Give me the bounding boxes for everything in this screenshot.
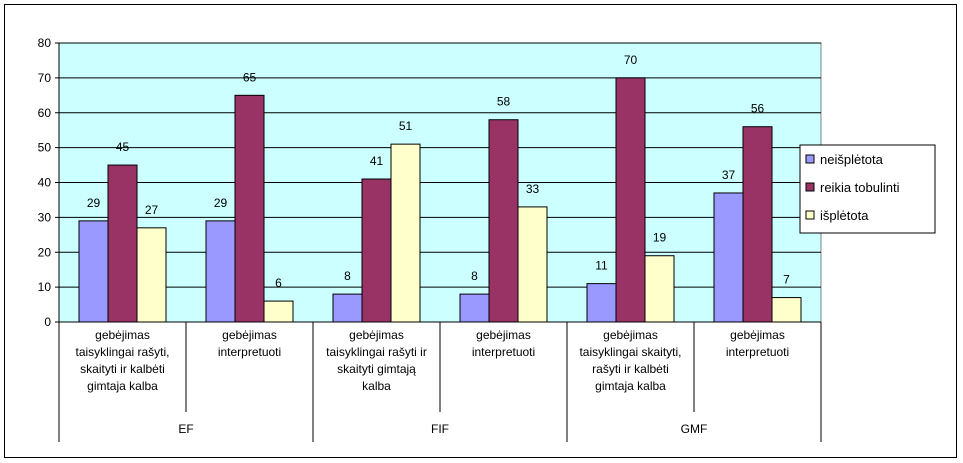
category-label-2-line-0: gebėjimas: [349, 328, 404, 342]
bar-s0-c1: [205, 220, 236, 323]
category-label-0-line-1: taisyklingai rašyti,: [75, 345, 169, 359]
y-tick-label-30: 30: [38, 210, 52, 224]
legend: [799, 144, 936, 234]
data-label-s0-c5: 37: [722, 168, 736, 182]
y-tick-label-70: 70: [38, 71, 52, 85]
data-label-s2-c4: 19: [653, 231, 667, 245]
bar-s0-c3: [459, 293, 490, 323]
bar-s1-c3: [488, 119, 519, 323]
y-tick-label-10: 10: [38, 280, 52, 294]
group-label-2: GMF: [681, 422, 708, 436]
category-label-1-line-1: interpretuoti: [218, 345, 281, 359]
legend-label-1: reikia tobulinti: [820, 180, 900, 195]
bar-s2-c0: [136, 227, 167, 323]
bar-s2-c2: [390, 143, 421, 323]
category-label-4-line-1: taisyklingai skaityti,: [579, 345, 681, 359]
data-label-s0-c0: 29: [87, 196, 101, 210]
category-label-4-line-3: gimtaja kalba: [595, 379, 666, 393]
category-label-5-line-1: interpretuoti: [726, 345, 789, 359]
data-label-s2-c5: 7: [783, 273, 790, 287]
data-label-s2-c0: 27: [145, 203, 159, 217]
y-tick-label-40: 40: [38, 176, 52, 190]
bar-s0-c2: [332, 293, 363, 323]
bar-s1-c4: [615, 77, 646, 323]
data-label-s0-c3: 8: [471, 269, 478, 283]
data-label-s0-c4: 11: [595, 259, 608, 273]
category-label-5-line-0: gebėjimas: [730, 328, 785, 342]
category-label-0-line-3: gimtaja kalba: [87, 379, 158, 393]
y-tick-label-20: 20: [38, 245, 52, 259]
group-label-0: EF: [178, 422, 193, 436]
bar-s1-c5: [742, 126, 773, 323]
legend-swatch-1: [805, 182, 815, 192]
data-label-s1-c5: 56: [751, 102, 765, 116]
bar-s0-c4: [586, 283, 617, 323]
category-label-2-line-2: skaityti gimtają: [337, 362, 416, 376]
data-label-s2-c2: 51: [399, 119, 413, 133]
group-label-1: FIF: [431, 422, 449, 436]
data-label-s2-c1: 6: [275, 276, 282, 290]
data-label-s0-c2: 8: [344, 269, 351, 283]
legend-swatch-2: [805, 210, 815, 220]
bar-s2-c5: [771, 297, 802, 323]
bar-chart: 0 10 20 30 40 50 60 70 80 29 29 8 8 11 37 45 65 41 58 70 56 2…: [38, 36, 936, 442]
bar-s0-c0: [78, 220, 109, 323]
bar-s1-c2: [361, 178, 392, 323]
data-label-s1-c0: 45: [116, 140, 130, 154]
bar-s2-c1: [263, 300, 294, 323]
category-label-3-line-1: interpretuoti: [472, 345, 535, 359]
data-label-s1-c3: 58: [497, 95, 511, 109]
legend-label-0: neišplėtota: [820, 152, 884, 167]
data-label-s1-c2: 41: [370, 154, 384, 168]
category-label-4-line-0: gebėjimas: [603, 328, 658, 342]
bar-s1-c1: [234, 94, 265, 323]
bar-s0-c5: [713, 192, 744, 323]
chart-frame: 0 10 20 30 40 50 60 70 80 29 29 8 8 11 37 45 65 41 58 70 56 2…: [4, 4, 957, 458]
y-tick-label-0: 0: [44, 315, 51, 329]
y-tick-label-60: 60: [38, 106, 52, 120]
category-label-0-line-0: gebėjimas: [95, 328, 150, 342]
legend-label-2: išplėtota: [820, 208, 869, 223]
category-label-1-line-0: gebėjimas: [222, 328, 277, 342]
legend-swatch-0: [805, 154, 815, 164]
bar-s1-c0: [107, 164, 138, 323]
data-label-s2-c3: 33: [526, 182, 540, 196]
y-tick-label-80: 80: [38, 36, 52, 50]
data-label-s1-c4: 70: [624, 53, 638, 67]
category-label-3-line-0: gebėjimas: [476, 328, 531, 342]
bar-s2-c3: [517, 206, 548, 323]
category-label-0-line-2: skaityti ir kalbėti: [80, 362, 165, 376]
category-label-2-line-1: taisyklingai rašyti ir: [326, 345, 427, 359]
category-label-4-line-2: rašyti ir kalbėti: [592, 362, 669, 376]
data-label-s0-c1: 29: [214, 196, 228, 210]
data-label-s1-c1: 65: [243, 70, 257, 84]
bar-s2-c4: [644, 255, 675, 323]
category-label-2-line-3: kalba: [362, 379, 391, 393]
y-tick-label-50: 50: [38, 141, 52, 155]
